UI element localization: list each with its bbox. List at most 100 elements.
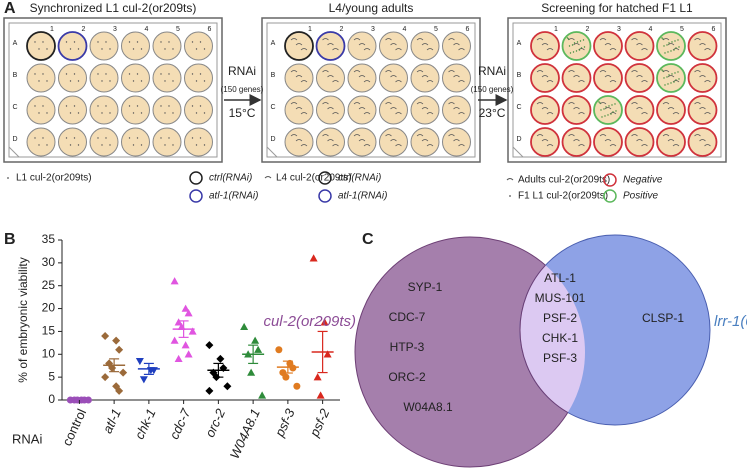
well xyxy=(410,63,440,93)
well xyxy=(687,31,718,61)
worm xyxy=(636,43,643,46)
point xyxy=(316,391,325,399)
worm xyxy=(327,107,334,110)
worm xyxy=(416,38,424,41)
f1-larva xyxy=(664,84,666,86)
col-label: 3 xyxy=(113,26,117,33)
well xyxy=(442,31,471,61)
f1-larva xyxy=(610,113,612,115)
row-label: D xyxy=(516,136,521,143)
larva xyxy=(172,144,174,146)
f1-larva xyxy=(578,49,581,51)
x-tick-label: orc-2 xyxy=(202,406,228,440)
worm xyxy=(300,112,308,115)
larva xyxy=(69,80,72,82)
worm xyxy=(300,144,308,147)
row-label: C xyxy=(516,104,521,111)
well xyxy=(410,95,440,125)
larva xyxy=(38,112,40,114)
worm xyxy=(300,80,308,83)
larva xyxy=(97,137,99,139)
f1-larva xyxy=(583,46,586,48)
worm xyxy=(416,70,424,73)
point xyxy=(205,341,214,350)
larva xyxy=(128,137,131,139)
worm xyxy=(448,134,455,137)
worm xyxy=(694,134,701,137)
point xyxy=(181,341,190,349)
larva xyxy=(34,73,36,75)
larva xyxy=(164,144,166,146)
worm xyxy=(631,70,638,73)
well xyxy=(561,63,592,93)
larva xyxy=(195,144,198,146)
point xyxy=(216,354,225,363)
venn-item: W04A8.1 xyxy=(403,400,453,414)
larva xyxy=(140,80,143,82)
larva xyxy=(191,41,194,43)
legend-symbol xyxy=(506,178,514,181)
worm xyxy=(448,102,455,105)
well xyxy=(530,95,560,125)
worm xyxy=(672,112,680,115)
col-label: 4 xyxy=(649,26,653,33)
f1-larva xyxy=(612,111,614,113)
worm xyxy=(631,38,638,41)
worm xyxy=(322,134,329,137)
step-title: Screening for hatched F1 L1 xyxy=(541,1,693,15)
f1-larva xyxy=(604,115,606,117)
f1-larva xyxy=(663,77,665,79)
larva xyxy=(73,73,76,75)
plate-corner xyxy=(266,146,278,158)
worm xyxy=(290,70,298,73)
worm xyxy=(332,144,339,147)
point xyxy=(184,350,193,358)
well xyxy=(284,127,314,157)
f1-larva xyxy=(673,49,675,51)
larva xyxy=(191,105,194,107)
worm xyxy=(453,107,460,110)
legend-text: L1 cul-2(or209ts) xyxy=(16,173,92,184)
worm xyxy=(536,70,544,73)
legend-text: L4 cul-2(or209ts) xyxy=(276,173,352,184)
row-label: B xyxy=(271,72,276,79)
point xyxy=(170,277,179,285)
larva xyxy=(46,80,48,82)
larva xyxy=(199,137,202,139)
well xyxy=(687,95,718,125)
f1-larva xyxy=(569,52,572,54)
f1-larva xyxy=(674,72,676,74)
well xyxy=(284,31,314,61)
well xyxy=(530,127,560,157)
worm xyxy=(363,112,371,115)
point xyxy=(323,350,332,358)
y-tick-label: 10 xyxy=(42,346,56,360)
well xyxy=(624,31,655,61)
worm xyxy=(609,48,617,51)
worm xyxy=(599,38,607,41)
worm xyxy=(631,134,638,137)
f1-larva xyxy=(666,44,668,46)
larva xyxy=(140,48,143,50)
larva xyxy=(172,48,174,50)
point xyxy=(115,386,124,395)
worm xyxy=(353,70,361,73)
larva xyxy=(199,41,202,43)
point xyxy=(188,327,197,335)
worm xyxy=(385,102,392,105)
larva xyxy=(46,48,48,50)
worm xyxy=(568,134,575,137)
col-label: 4 xyxy=(403,26,407,33)
worm xyxy=(327,139,334,142)
worm xyxy=(573,75,580,78)
worm xyxy=(332,112,339,115)
worm xyxy=(641,80,648,83)
legend-text: F1 L1 cul-2(or209ts) xyxy=(518,191,608,202)
worm xyxy=(363,80,371,83)
f1-larva xyxy=(677,39,679,41)
larva xyxy=(128,105,131,107)
worm xyxy=(458,144,465,147)
arrow-note: (150 genes) xyxy=(221,85,264,94)
larva xyxy=(97,105,99,107)
well xyxy=(410,31,440,61)
